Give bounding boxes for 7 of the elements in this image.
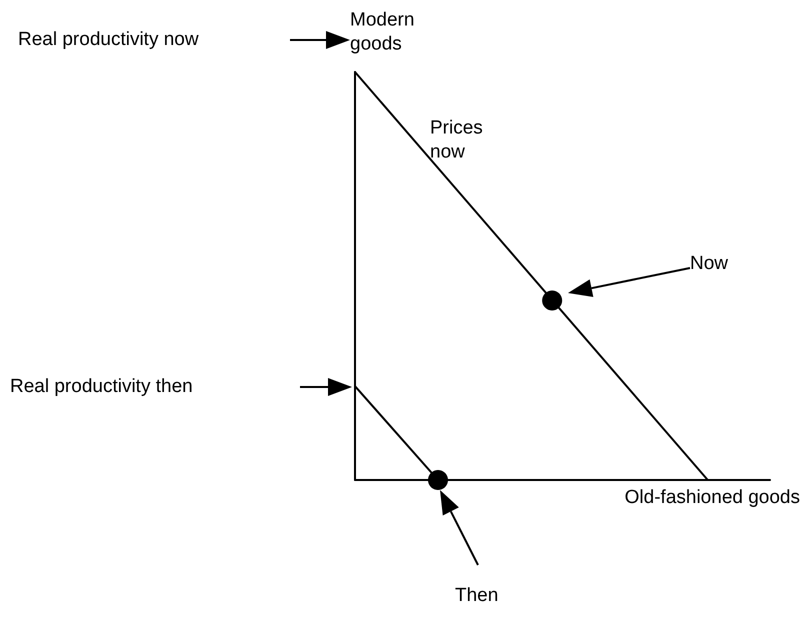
text: Real productivity now (18, 29, 199, 50)
x-axis-title: Old-fashioned goods (624, 487, 800, 508)
text: Then (455, 585, 498, 606)
annotation: Now (690, 253, 728, 274)
text: Real productivity then (10, 376, 193, 397)
series-label: Prices now (430, 118, 488, 162)
y-axis-title: Modern goods (350, 10, 420, 54)
